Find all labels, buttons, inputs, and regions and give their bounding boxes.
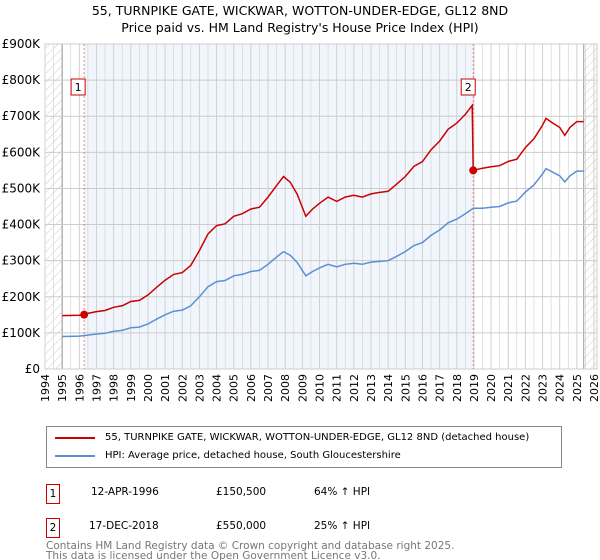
y-tick-label: £600K xyxy=(2,145,42,159)
chart-subtitle: Price paid vs. HM Land Registry's House … xyxy=(121,20,479,35)
x-tick-label: 2019 xyxy=(468,374,481,402)
x-tick-label: 2025 xyxy=(571,374,584,402)
annotation-box xyxy=(70,78,86,96)
x-tick-label: 2003 xyxy=(193,374,206,402)
x-tick-label: 1999 xyxy=(125,374,138,402)
sale-point xyxy=(80,310,89,319)
x-tick-label: 2026 xyxy=(588,374,600,402)
x-tick-label: 2005 xyxy=(228,374,241,402)
y-tick-label: £500K xyxy=(2,181,42,195)
hpi-line xyxy=(62,167,584,338)
x-tick-label: 1994 xyxy=(39,374,52,402)
x-tick-label: 2008 xyxy=(279,374,292,402)
sale-marker-1: 1 xyxy=(46,484,60,504)
chart-legend: 55, TURNPIKE GATE, WICKWAR, WOTTON-UNDER… xyxy=(46,426,562,468)
y-tick-label: £0 xyxy=(25,362,40,376)
x-tick-label: 2000 xyxy=(142,374,155,402)
sale-hpi-diff: 64% ↑ HPI xyxy=(314,486,371,498)
sale-marker-2: 2 xyxy=(46,518,60,538)
legend-item-property: 55, TURNPIKE GATE, WICKWAR, WOTTON-UNDER… xyxy=(55,432,529,443)
legend-item-hpi: HPI: Average price, detached house, Sout… xyxy=(55,450,401,461)
x-tick-label: 2020 xyxy=(485,374,498,402)
sale-price: £150,500 xyxy=(216,486,267,498)
x-tick-label: 1997 xyxy=(90,374,103,402)
x-tick-label: 2024 xyxy=(554,374,567,402)
x-tick-label: 2009 xyxy=(296,374,309,402)
y-tick-label: £100K xyxy=(2,326,42,340)
annotation-box xyxy=(460,78,476,96)
y-tick-label: £200K xyxy=(2,290,42,304)
x-tick-label: 2016 xyxy=(416,374,429,402)
ownership-shaded-region xyxy=(84,44,474,369)
y-tick-label: £300K xyxy=(2,254,42,268)
x-tick-label: 2007 xyxy=(262,374,275,402)
legend-swatch-red xyxy=(55,436,95,439)
x-tick-label: 2018 xyxy=(451,374,464,402)
sale-date: 17-DEC-2018 xyxy=(89,520,159,532)
footer-licence: This data is licensed under the Open Gov… xyxy=(46,550,381,560)
legend-label-property: 55, TURNPIKE GATE, WICKWAR, WOTTON-UNDER… xyxy=(105,432,530,443)
x-tick-label: 2014 xyxy=(382,374,395,402)
x-tick-label: 2013 xyxy=(365,374,378,402)
x-tick-label: 1996 xyxy=(73,374,86,402)
x-tick-label: 2002 xyxy=(176,374,189,402)
x-tick-label: 2004 xyxy=(211,374,224,402)
x-tick-label: 1995 xyxy=(56,374,69,402)
x-tick-label: 1998 xyxy=(108,374,121,402)
x-tick-label: 2010 xyxy=(314,374,327,402)
sale-date: 12-APR-1996 xyxy=(91,486,159,498)
x-tick-label: 2015 xyxy=(399,374,412,402)
chart-title: 55, TURNPIKE GATE, WICKWAR, WOTTON-UNDER… xyxy=(91,3,509,18)
sale-price: £550,000 xyxy=(216,520,267,532)
legend-swatch-blue xyxy=(55,454,95,457)
x-tick-label: 2011 xyxy=(331,374,344,402)
sale-hpi-diff: 25% ↑ HPI xyxy=(314,520,371,532)
x-tick-label: 2017 xyxy=(434,374,447,402)
y-tick-label: £700K xyxy=(2,109,42,123)
sale-point xyxy=(469,166,478,175)
annotation-label: 2 xyxy=(465,81,472,94)
footer-copyright: Contains HM Land Registry data © Crown c… xyxy=(46,540,455,552)
x-tick-label: 2022 xyxy=(519,374,532,402)
x-tick-label: 2001 xyxy=(159,374,172,402)
x-tick-label: 2023 xyxy=(537,374,550,402)
x-tick-label: 2021 xyxy=(502,374,515,402)
y-tick-label: £900K xyxy=(2,37,42,51)
y-tick-label: £800K xyxy=(2,73,42,87)
annotation-label: 1 xyxy=(75,81,82,94)
y-tick-label: £400K xyxy=(2,218,42,232)
x-tick-label: 2006 xyxy=(245,374,258,402)
property-price-line xyxy=(62,103,584,317)
x-tick-label: 2012 xyxy=(348,374,361,402)
legend-label-hpi: HPI: Average price, detached house, Sout… xyxy=(105,450,401,461)
price-chart: £0 £100K £200K £300K £400K £500K £600K £700K £80… xyxy=(2,37,600,402)
